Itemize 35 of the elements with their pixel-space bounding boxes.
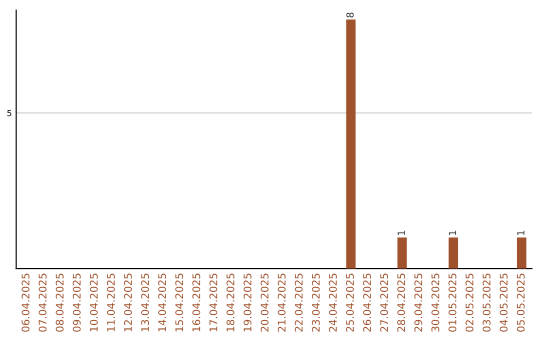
x-tick-label: 06.04.2025 xyxy=(22,274,30,332)
x-tick-label: 13.04.2025 xyxy=(141,274,149,332)
x-tick-label: 28.04.2025 xyxy=(397,274,406,332)
x-tick-label: 25.04.2025 xyxy=(346,274,354,332)
x-tick-label: 29.04.2025 xyxy=(414,274,422,332)
data-label: 1 xyxy=(448,230,456,236)
x-tick-label: 11.04.2025 xyxy=(106,274,115,332)
x-tick-label: 01.05.2025 xyxy=(448,274,456,332)
x-tick-label: 24.04.2025 xyxy=(328,274,337,332)
x-tick-label: 15.04.2025 xyxy=(175,274,184,332)
x-tick-label: 05.05.2025 xyxy=(516,274,525,332)
y-tick-label: 5 xyxy=(7,110,12,116)
data-label: 1 xyxy=(398,230,405,236)
x-tick-label: 20.04.2025 xyxy=(260,274,269,332)
x-tick-label: 23.04.2025 xyxy=(312,274,320,332)
x-tick-label: 04.05.2025 xyxy=(500,274,508,332)
x-tick-label: 07.04.2025 xyxy=(38,274,47,332)
x-tick-label: 12.04.2025 xyxy=(124,274,132,332)
x-tick-label: 09.04.2025 xyxy=(72,274,81,332)
x-tick-label: 14.04.2025 xyxy=(158,274,166,332)
x-tick-label: 27.04.2025 xyxy=(380,274,388,332)
x-tick-label: 03.05.2025 xyxy=(482,274,491,332)
x-tick-label: 21.04.2025 xyxy=(278,274,286,332)
x-tick-label: 22.04.2025 xyxy=(294,274,303,332)
data-label: 1 xyxy=(517,230,524,236)
x-tick-label: 10.04.2025 xyxy=(90,274,98,332)
x-tick-label: 30.04.2025 xyxy=(431,274,440,332)
data-label: 8 xyxy=(346,12,354,18)
x-tick-label: 19.04.2025 xyxy=(244,274,252,332)
x-tick-label: 16.04.2025 xyxy=(192,274,200,332)
x-tick-label: 18.04.2025 xyxy=(226,274,234,332)
x-tick-label: 02.05.2025 xyxy=(466,274,474,332)
x-tick-label: 08.04.2025 xyxy=(56,274,64,332)
x-tick-label: 17.04.2025 xyxy=(209,274,218,332)
x-tick-label: 26.04.2025 xyxy=(363,274,371,332)
